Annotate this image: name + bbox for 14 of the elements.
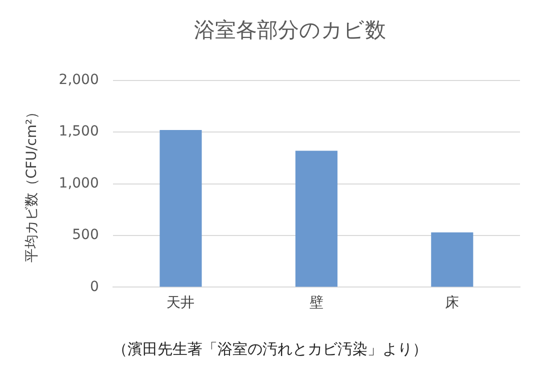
bar [295, 150, 338, 287]
y-tick-label: 0 [90, 278, 99, 295]
y-tick-label: 1,000 [58, 175, 99, 192]
y-tick-label: 500 [72, 227, 99, 244]
y-axis-title: 平均カビ数（CFU/cm²） [24, 104, 40, 263]
x-tick-label: 壁 [309, 295, 324, 312]
chart-title: 浴室各部分のカビ数 [193, 17, 387, 44]
bar [431, 232, 474, 287]
x-tick-label: 床 [445, 295, 460, 312]
y-tick-label: 2,000 [58, 72, 99, 88]
text: （濱田先生著「浴室の汚れとカビ汚染」より） [112, 340, 428, 359]
bar [160, 130, 202, 287]
x-tick-label: 天井 [166, 295, 195, 312]
y-tick-label: 1,500 [58, 124, 99, 140]
